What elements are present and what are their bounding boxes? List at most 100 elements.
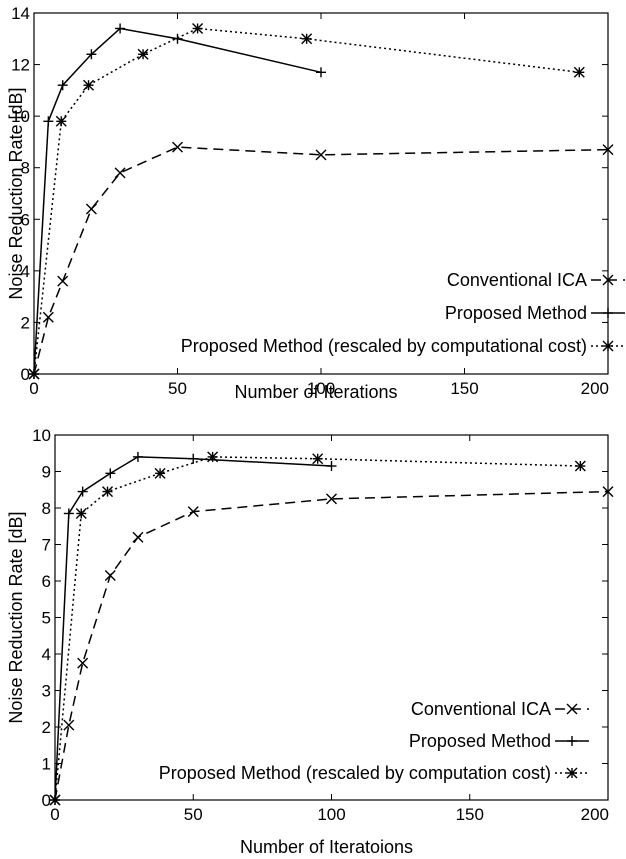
x-axis-label: Number of Iteratoions (240, 837, 413, 857)
data-point-s1-7 (602, 144, 614, 156)
data-point-s1-3-stroke-b (104, 570, 116, 582)
y-tick-label: 10 (11, 107, 30, 126)
data-point-s3-1 (75, 507, 87, 519)
legend-sample-marker-1 (602, 274, 614, 286)
data-point-s2-1 (63, 508, 74, 519)
y-tick-label: 12 (11, 56, 30, 75)
data-point-s1-4 (132, 531, 144, 543)
data-point-s3-6 (573, 66, 585, 78)
x-tick-label: 50 (168, 379, 187, 398)
legend-sample-marker-2 (603, 308, 613, 318)
y-tick-label: 0 (21, 365, 30, 384)
data-point-s3-5 (312, 453, 324, 465)
chart-bottom: 0 50 100 150 200 0 1 2 3 4 5 6 7 8 9 10 Number of Iterat… (6, 426, 614, 857)
legend-sample-marker-3 (602, 340, 614, 352)
data-point-s1-6 (326, 493, 337, 505)
data-point-s1-7-stroke-b (602, 144, 614, 156)
data-point-s1-1-stroke-b (63, 719, 75, 731)
data-point-s1-5-stroke-b (172, 141, 183, 153)
legend-label-2: Proposed Method (445, 303, 587, 323)
y-tick-label: 14 (11, 4, 30, 23)
y-tick-label: 6 (42, 572, 51, 591)
legend-sample-marker-1 (566, 703, 578, 715)
legend-label-2: Proposed Method (409, 731, 551, 751)
data-point-s3-3 (154, 467, 166, 479)
x-tick-label: 200 (581, 379, 609, 398)
data-point-s2-1 (43, 116, 54, 127)
data-point-s1-2 (57, 275, 69, 287)
x-tick-label: 50 (184, 805, 203, 824)
data-point-s1-5 (187, 506, 199, 518)
y-tick-label: 8 (21, 159, 30, 178)
data-point-s3-4 (207, 451, 219, 463)
x-axis-label: Number of Iterations (234, 382, 397, 402)
series-line-2 (33, 27, 322, 375)
y-tick-label: 2 (21, 313, 30, 332)
data-point-s1-3-stroke-b (85, 203, 97, 215)
data-point-s1-4-stroke-b (132, 531, 144, 543)
y-tick-label: 6 (21, 210, 30, 229)
data-point-s1-7-stroke-b (602, 486, 614, 498)
y-tick-label: 2 (42, 718, 51, 737)
data-point-s1-2-stroke-b (57, 275, 69, 287)
data-point-s1-1-stroke-b (42, 311, 54, 323)
data-point-s2-5 (172, 33, 183, 44)
data-point-s2-4 (132, 451, 143, 462)
legend-sample-marker-1-stroke-b (602, 274, 614, 286)
data-point-s1-5-stroke-b (187, 506, 199, 518)
data-point-s3-0 (28, 368, 40, 380)
x-tick-label: 100 (307, 379, 335, 398)
data-point-s2-2 (57, 80, 68, 91)
y-tick-label: 5 (42, 609, 51, 628)
x-tick-label: 200 (581, 805, 609, 824)
y-tick-label: 4 (21, 262, 30, 281)
y-axis-label: Noise Reduction Rate [dB] (6, 87, 26, 299)
data-point-s1-4-stroke-b (114, 167, 126, 179)
data-point-s2-3 (105, 468, 116, 479)
y-tick-label: 1 (42, 755, 51, 774)
x-tick-label: 0 (50, 805, 59, 824)
data-point-s1-4 (114, 167, 126, 179)
data-point-s1-6 (315, 149, 327, 161)
data-point-s2-4 (115, 23, 126, 34)
data-point-s3-6 (574, 460, 586, 472)
data-point-s1-3 (104, 570, 116, 582)
data-point-s3-4 (192, 22, 204, 34)
x-tick-label: 150 (450, 379, 478, 398)
y-tick-label: 10 (32, 426, 51, 445)
data-point-s1-1 (42, 311, 54, 323)
y-axis-label: Noise Reduction Rate [dB] (6, 511, 26, 723)
x-tick-label: 0 (29, 379, 38, 398)
series-line-1 (33, 146, 609, 375)
y-tick-label: 3 (42, 682, 51, 701)
data-point-s1-5 (172, 141, 183, 153)
data-point-s2-2 (77, 486, 88, 497)
legend-label-1: Conventional ICA (411, 699, 551, 719)
data-point-s3-3 (137, 48, 149, 60)
data-point-s2-6 (326, 461, 337, 472)
x-tick-label: 150 (456, 805, 484, 824)
data-point-s2-5 (188, 453, 199, 464)
data-point-s1-2 (77, 657, 89, 669)
y-tick-label: 4 (42, 645, 51, 664)
data-point-s1-6-stroke-b (326, 493, 337, 505)
data-point-s1-3 (85, 203, 97, 215)
legend-sample-marker-3 (566, 767, 578, 779)
data-point-s3-0 (49, 794, 61, 806)
data-point-s3-2 (83, 79, 95, 91)
y-tick-label: 9 (42, 463, 51, 482)
data-point-s1-6-stroke-b (315, 149, 327, 161)
data-point-s2-3 (86, 49, 97, 60)
data-point-s3-2 (102, 486, 114, 498)
legend-sample-marker-1-stroke-b (566, 703, 578, 715)
legend-label-3: Proposed Method (rescaled by computation… (159, 763, 551, 783)
y-tick-label: 7 (42, 536, 51, 555)
data-point-s1-1 (63, 719, 75, 731)
data-point-s2-6 (316, 67, 326, 78)
data-point-s3-1 (55, 115, 67, 127)
legend-sample-marker-2 (567, 736, 577, 746)
series-line-2 (54, 456, 332, 801)
series-line-1 (54, 490, 609, 801)
data-point-s1-7 (602, 486, 614, 498)
